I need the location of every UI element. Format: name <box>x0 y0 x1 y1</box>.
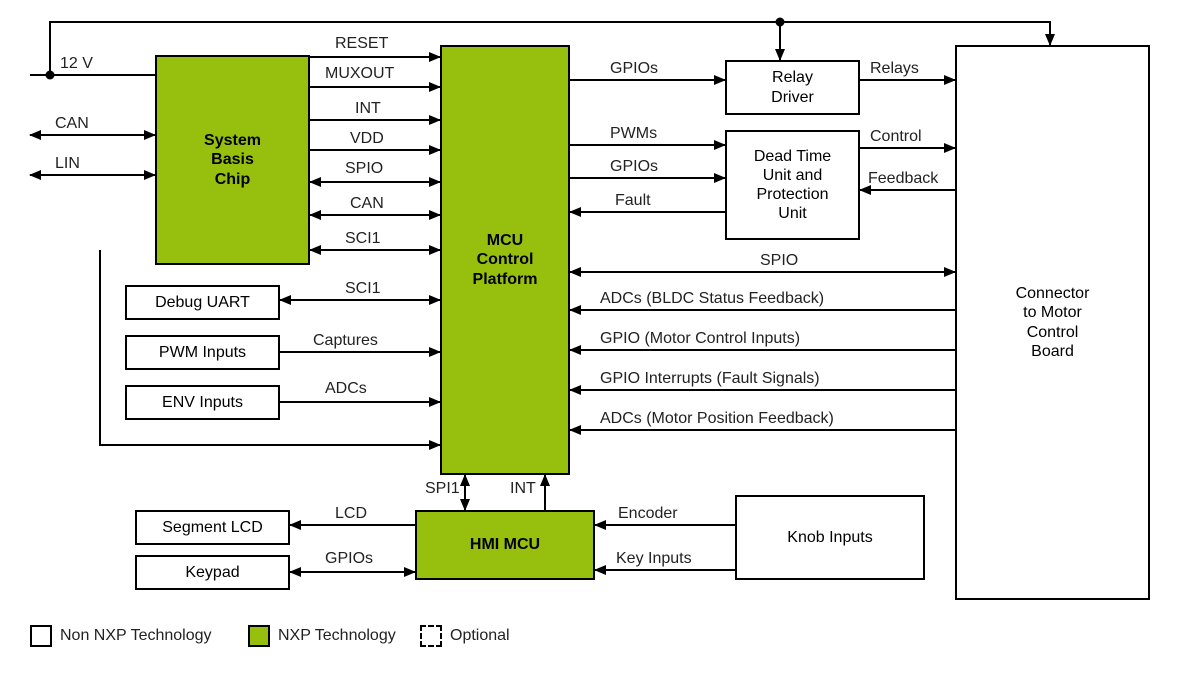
block-sbc: System Basis Chip <box>155 55 310 265</box>
block-deadtime: Dead Time Unit and Protection Unit <box>725 130 860 240</box>
label-gpios3: GPIOs <box>325 550 373 568</box>
label-cansig: CAN <box>350 195 384 213</box>
block-envin: ENV Inputs <box>125 385 280 420</box>
legend-label: NXP Technology <box>278 627 396 645</box>
label-spio: SPIO <box>345 160 383 178</box>
label-reset: RESET <box>335 35 388 53</box>
block-label: Relay Driver <box>771 68 814 106</box>
label-adcs: ADCs <box>325 380 367 398</box>
block-label: Segment LCD <box>162 518 263 537</box>
label-adc_bldc: ADCs (BLDC Status Feedback) <box>600 290 824 308</box>
block-label: Debug UART <box>155 293 250 312</box>
label-sci1a: SCI1 <box>345 230 381 248</box>
label-lin: LIN <box>55 155 80 173</box>
block-hmi: HMI MCU <box>415 510 595 580</box>
label-muxout: MUXOUT <box>325 65 394 83</box>
label-feedback: Feedback <box>868 170 938 188</box>
label-int2: INT <box>510 480 536 498</box>
label-vdd: VDD <box>350 130 384 148</box>
block-label: Knob Inputs <box>787 528 872 547</box>
label-spi1: SPI1 <box>425 480 460 498</box>
label-lcd: LCD <box>335 505 367 523</box>
block-label: HMI MCU <box>470 535 540 554</box>
legend-swatch-plain <box>30 625 52 647</box>
legend-swatch-opt <box>420 625 442 647</box>
diagram-stage: System Basis Chip MCU Control Platform HMI… <box>0 0 1200 675</box>
block-mcu: MCU Control Platform <box>440 45 570 475</box>
label-fault: Fault <box>615 192 651 210</box>
label-relays: Relays <box>870 60 919 78</box>
block-debug: Debug UART <box>125 285 280 320</box>
legend-swatch-nxp <box>248 625 270 647</box>
block-knob: Knob Inputs <box>735 495 925 580</box>
label-spio2: SPIO <box>760 252 798 270</box>
label-control: Control <box>870 128 922 146</box>
block-label: Dead Time Unit and Protection Unit <box>754 147 831 224</box>
block-label: MCU Control Platform <box>473 231 538 289</box>
block-label: Connector to Motor Control Board <box>1016 284 1090 361</box>
label-gpios2: GPIOs <box>610 158 658 176</box>
block-keypad: Keypad <box>135 555 290 590</box>
legend-label: Non NXP Technology <box>60 627 212 645</box>
label-v12: 12 V <box>60 55 93 73</box>
line-top-connector <box>780 22 1050 45</box>
label-pwms: PWMs <box>610 125 657 143</box>
block-seglcd: Segment LCD <box>135 510 290 545</box>
block-label: System Basis Chip <box>204 131 261 189</box>
block-label: ENV Inputs <box>162 393 243 412</box>
label-keyin: Key Inputs <box>616 550 692 568</box>
label-adc_pos: ADCs (Motor Position Feedback) <box>600 410 834 428</box>
block-label: PWM Inputs <box>159 343 246 362</box>
label-encoder: Encoder <box>618 505 678 523</box>
label-can: CAN <box>55 115 89 133</box>
block-connector: Connector to Motor Control Board <box>955 45 1150 600</box>
block-pwmin: PWM Inputs <box>125 335 280 370</box>
label-gpio_motor: GPIO (Motor Control Inputs) <box>600 330 800 348</box>
label-gpio_int: GPIO Interrupts (Fault Signals) <box>600 370 820 388</box>
label-captures: Captures <box>313 332 378 350</box>
label-sci1b: SCI1 <box>345 280 381 298</box>
label-int: INT <box>355 100 381 118</box>
block-relay: Relay Driver <box>725 60 860 115</box>
label-gpios_relay: GPIOs <box>610 60 658 78</box>
legend-label: Optional <box>450 627 510 645</box>
block-label: Keypad <box>185 563 239 582</box>
